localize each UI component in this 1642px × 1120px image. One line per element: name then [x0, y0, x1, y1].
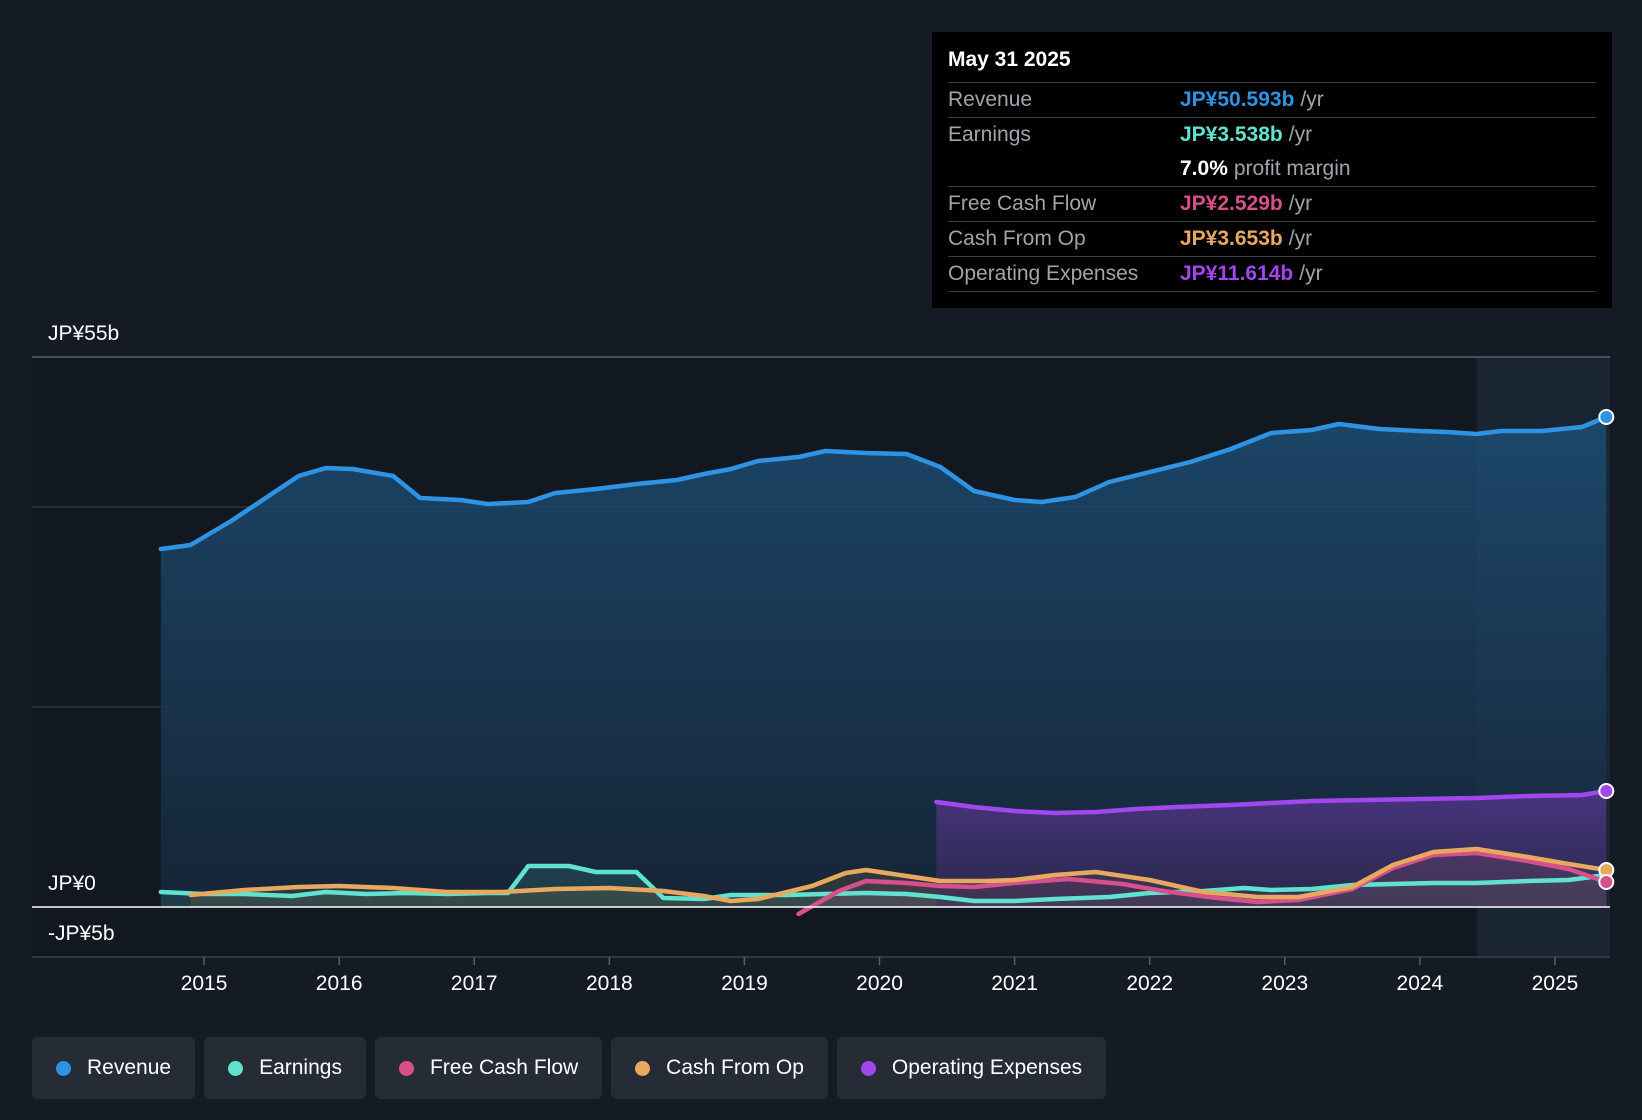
series-areas	[160, 417, 1607, 914]
y-label-bottom: -JP¥5b	[48, 922, 115, 945]
series-lines	[32, 414, 1610, 917]
tooltip-label: Operating Expenses	[948, 262, 1139, 285]
x-axis-ticks: 2015 2016 2017 2018 2019 2020 2021 2022 2023 2024…	[181, 957, 1579, 995]
tooltip-value: JP¥50.593b	[1180, 88, 1295, 111]
legend-item-revenue[interactable]: Revenue	[32, 1037, 196, 1099]
legend-label: Operating Expenses	[891, 1056, 1083, 1079]
revenue-end-marker	[1598, 409, 1615, 425]
tooltip-unit: profit margin	[1233, 157, 1351, 180]
tooltip-row-profit-margin: 7.0% profit margin	[948, 152, 1596, 187]
earnings-line	[158, 863, 1609, 904]
tooltip-label: Cash From Op	[948, 227, 1086, 250]
tooltip-row-operating-expenses: Operating Expenses JP¥11.614b /yr	[948, 257, 1596, 292]
x-tick-label: 2015	[181, 972, 228, 995]
legend-label: Earnings	[259, 1056, 342, 1079]
legend-label: Revenue	[87, 1056, 172, 1079]
legend-item-operating-expenses[interactable]: Operating Expenses	[836, 1037, 1107, 1099]
tooltip-value: JP¥11.614b	[1180, 262, 1294, 285]
x-tick-label: 2016	[316, 972, 363, 995]
legend-item-free-cash-flow[interactable]: Free Cash Flow	[374, 1037, 603, 1099]
tooltip-unit: /yr	[1288, 192, 1313, 215]
legend-dot-icon	[398, 1060, 414, 1076]
x-tick-label: 2020	[856, 972, 903, 995]
legend-dot-icon	[56, 1060, 71, 1076]
chart: JP¥55b JP¥0 -JP¥5b 2015 2016 2017 2018 2019 2…	[32, 322, 1615, 995]
tooltip-row-revenue: Revenue JP¥50.593b /yr	[948, 83, 1596, 118]
revenue-line	[158, 414, 1609, 552]
y-label-top: JP¥55b	[48, 322, 119, 345]
operating-expenses-end-marker	[1598, 783, 1615, 799]
tooltip-unit: /yr	[1288, 227, 1313, 250]
cash-from-op-line	[188, 846, 1609, 904]
operating-expenses-area	[936, 791, 1607, 907]
tooltip-label: Free Cash Flow	[948, 192, 1097, 215]
legend-item-earnings[interactable]: Earnings	[204, 1037, 366, 1099]
operating-expenses-line	[934, 788, 1609, 816]
cash-from-op-area	[190, 849, 1607, 907]
tooltip-unit: /yr	[1288, 123, 1313, 146]
legend-dot-icon	[860, 1060, 876, 1076]
x-tick-label: 2018	[586, 972, 633, 995]
x-tick-label: 2019	[721, 972, 768, 995]
end-markers	[1598, 409, 1615, 890]
legend-dot-icon	[635, 1060, 651, 1076]
tooltip-value: 7.0%	[1180, 157, 1228, 180]
revenue-area	[160, 417, 1607, 907]
x-tick-label: 2017	[451, 972, 498, 995]
legend-dot-icon	[228, 1060, 244, 1076]
tooltip-row-earnings: Earnings JP¥3.538b /yr	[948, 118, 1596, 152]
tooltip-value: JP¥3.538b	[1180, 123, 1283, 146]
legend: Revenue Earnings Free Cash Flow Cash Fro…	[32, 1037, 1107, 1099]
legend-label: Free Cash Flow	[429, 1056, 579, 1079]
legend-item-cash-from-op[interactable]: Cash From Op	[611, 1037, 828, 1099]
free-cash-flow-line	[796, 850, 1609, 917]
tooltip-value: JP¥2.529b	[1180, 192, 1283, 215]
tooltip-date: May 31 2025	[948, 46, 1596, 83]
free-cash-flow-end-marker	[1598, 874, 1615, 890]
y-label-zero: JP¥0	[48, 872, 96, 895]
tooltip-unit: /yr	[1300, 88, 1324, 111]
x-tick-label: 2023	[1261, 972, 1308, 995]
tooltip-panel: May 31 2025 Revenue JP¥50.593b /yr Earni…	[932, 32, 1612, 308]
tooltip-value: JP¥3.653b	[1180, 227, 1283, 250]
tooltip-label: Earnings	[948, 123, 1031, 146]
x-tick-label: 2022	[1126, 972, 1173, 995]
legend-label: Cash From Op	[666, 1056, 804, 1079]
tooltip-row-free-cash-flow: Free Cash Flow JP¥2.529b /yr	[948, 187, 1596, 222]
x-tick-label: 2025	[1532, 972, 1579, 995]
tooltip-label: Revenue	[948, 88, 1033, 111]
tooltip-row-cash-from-op: Cash From Op JP¥3.653b /yr	[948, 222, 1596, 257]
x-tick-label: 2024	[1397, 972, 1444, 995]
x-tick-label: 2021	[991, 972, 1038, 995]
tooltip-unit: /yr	[1299, 262, 1323, 285]
